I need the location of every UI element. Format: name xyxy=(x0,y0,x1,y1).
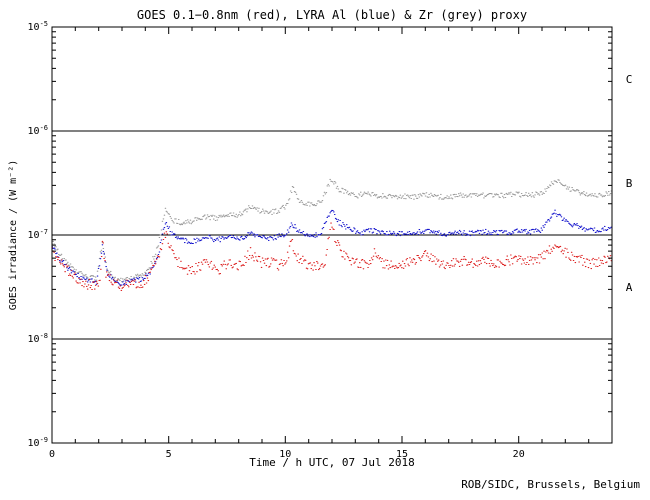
flare-class-label: B xyxy=(626,177,633,190)
y-tick-label: 10-8 xyxy=(28,332,48,345)
chart-title: GOES 0.1−0.8nm (red), LYRA Al (blue) & Z… xyxy=(136,8,528,22)
x-tick-label: 15 xyxy=(396,449,408,460)
y-tick-label: 10-5 xyxy=(28,20,48,33)
y-tick-label: 10-6 xyxy=(28,124,48,137)
flare-class-label: C xyxy=(626,73,633,86)
series-lyra-zr-grey xyxy=(51,178,613,283)
x-tick-label: 5 xyxy=(166,449,172,460)
x-tick-label: 10 xyxy=(279,449,291,460)
x-tick-label: 20 xyxy=(513,449,525,460)
credit-text: ROB/SIDC, Brussels, Belgium xyxy=(461,478,640,491)
y-tick-label: 10-9 xyxy=(28,436,48,449)
x-axis-title: Time / h UTC, 07 Jul 2018 xyxy=(249,456,415,469)
y-tick-label: 10-7 xyxy=(28,228,48,241)
series-lyra-al-blue xyxy=(51,209,613,286)
axis-ticks xyxy=(51,26,613,444)
y-axis-title: GOES irradiance / (W m⁻²) xyxy=(8,159,19,311)
x-tick-label: 0 xyxy=(49,449,55,460)
series-goes-red xyxy=(51,222,613,291)
flare-class-label: A xyxy=(626,281,633,294)
